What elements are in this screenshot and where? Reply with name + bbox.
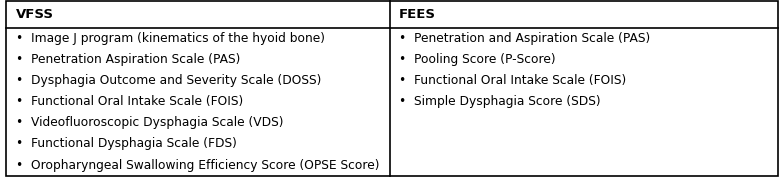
Text: •  Functional Dysphagia Scale (FDS): • Functional Dysphagia Scale (FDS) <box>16 137 237 150</box>
Text: VFSS: VFSS <box>16 8 53 21</box>
Text: •  Penetration and Aspiration Scale (PAS): • Penetration and Aspiration Scale (PAS) <box>399 32 650 45</box>
Text: •  Penetration Aspiration Scale (PAS): • Penetration Aspiration Scale (PAS) <box>16 53 240 66</box>
Text: •  Videofluoroscopic Dysphagia Scale (VDS): • Videofluoroscopic Dysphagia Scale (VDS… <box>16 116 283 129</box>
Text: •  Simple Dysphagia Score (SDS): • Simple Dysphagia Score (SDS) <box>399 95 601 108</box>
Text: •  Oropharyngeal Swallowing Efficiency Score (OPSE Score): • Oropharyngeal Swallowing Efficiency Sc… <box>16 159 379 172</box>
Text: •  Functional Oral Intake Scale (FOIS): • Functional Oral Intake Scale (FOIS) <box>16 95 243 108</box>
Text: FEES: FEES <box>399 8 436 21</box>
Text: •  Functional Oral Intake Scale (FOIS): • Functional Oral Intake Scale (FOIS) <box>399 74 626 87</box>
Text: •  Pooling Score (P-Score): • Pooling Score (P-Score) <box>399 53 556 66</box>
Text: •  Image J program (kinematics of the hyoid bone): • Image J program (kinematics of the hyo… <box>16 32 325 45</box>
Text: •  Dysphagia Outcome and Severity Scale (DOSS): • Dysphagia Outcome and Severity Scale (… <box>16 74 321 87</box>
